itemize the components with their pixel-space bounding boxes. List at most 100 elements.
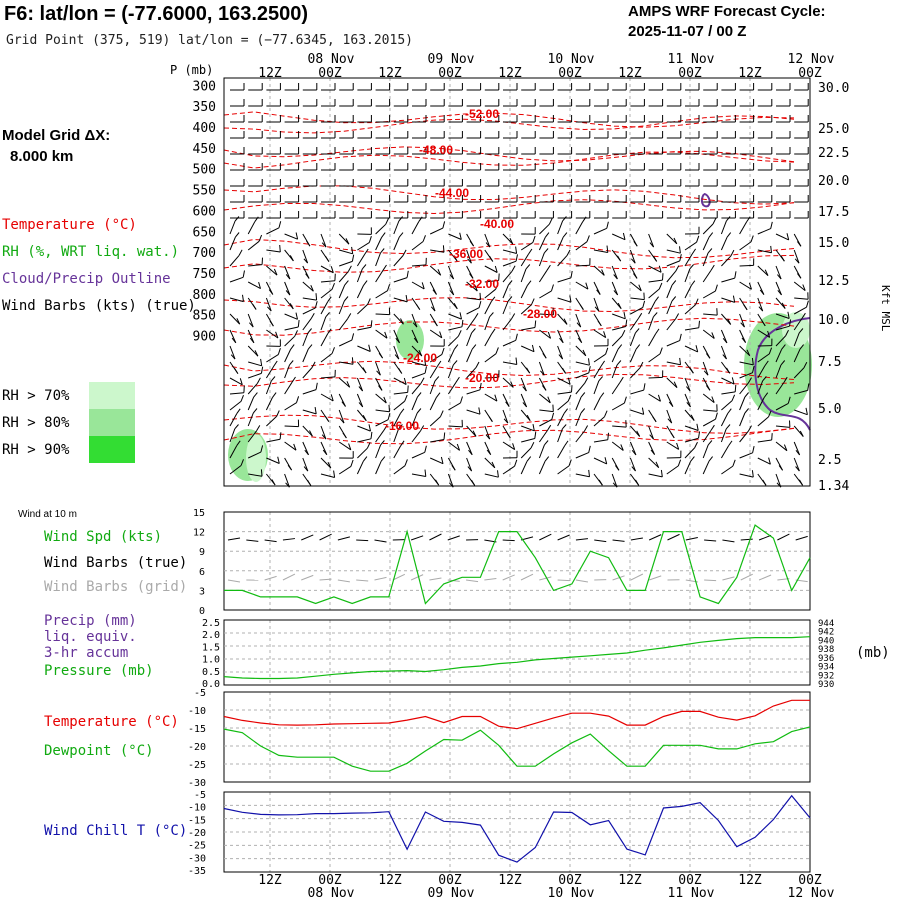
- wind-barb-staff: [703, 409, 718, 412]
- wind-barb: [339, 451, 354, 459]
- wind-barb: [648, 282, 663, 299]
- wind-barb-staff: [775, 265, 782, 280]
- wind-barb: [375, 307, 391, 316]
- wind-barb: [230, 115, 245, 123]
- wind-barb-flag: [770, 221, 773, 229]
- wind-barb-flag: [424, 358, 427, 366]
- wind-barb: [575, 425, 589, 443]
- wind-barb: [557, 345, 564, 360]
- wind-barb-flag: [613, 290, 618, 296]
- wind-barb-flag: [708, 456, 713, 462]
- wind-barb: [757, 245, 772, 254]
- wind-panel-frame: [223, 511, 811, 611]
- wind-barb-flag: [459, 312, 462, 320]
- wind-barb: [466, 344, 477, 363]
- date-label-bottom: 09 Nov: [428, 886, 475, 900]
- wind-barb: [757, 297, 764, 312]
- wind-barb: [429, 281, 437, 295]
- wind-barb-staff: [593, 397, 601, 411]
- wind-barb-flag: [799, 430, 804, 437]
- wind-barb-flag: [668, 401, 674, 407]
- kft-tick-label: 22.5: [818, 146, 849, 161]
- wind-barb: [685, 115, 700, 123]
- wind-barb: [393, 83, 409, 91]
- wind-barb-staff: [393, 400, 406, 411]
- wind-barb: [502, 254, 518, 267]
- windchill-line: [223, 794, 811, 863]
- wind-barb: [284, 83, 300, 91]
- wind-barb-flag: [635, 328, 640, 334]
- wind-barb-staff: [520, 241, 534, 251]
- wind-barb: [794, 179, 809, 187]
- wind-barb: [375, 218, 389, 235]
- wind-barb-staff: [320, 457, 332, 469]
- wind-barb-staff: [302, 348, 309, 363]
- wind-barb: [612, 211, 627, 219]
- wind-barb: [521, 431, 537, 443]
- wind-barb: [466, 147, 482, 155]
- rh-shading-2: [396, 320, 424, 360]
- surface-barb: [337, 536, 351, 583]
- wind-barb: [575, 329, 583, 344]
- wind-barb-flag: [794, 258, 800, 264]
- wind-barb: [448, 319, 464, 331]
- wind-barb-flag: [667, 418, 673, 424]
- wind-barb: [393, 232, 404, 251]
- isotherm-label: -36.00: [449, 247, 483, 261]
- wind-barb: [685, 179, 700, 187]
- wind-barb-flag: [345, 238, 350, 245]
- wind-barb-flag: [368, 344, 371, 352]
- wind-barb-staff: [520, 461, 528, 475]
- wind-barb-flag: [631, 449, 637, 456]
- date-label-top: 08 Nov: [308, 52, 355, 67]
- wind-barb-flag: [252, 304, 257, 310]
- wind-barb-staff: [539, 393, 551, 404]
- wind-barb: [247, 392, 258, 411]
- legend-precip-accum: 3-hr accum: [44, 645, 129, 661]
- wind-barb: [248, 163, 263, 171]
- wind-barb: [357, 409, 367, 422]
- wind-barb: [702, 329, 715, 339]
- pressure-tick-label: 550: [193, 184, 216, 199]
- wind-barb: [502, 393, 510, 407]
- wind-barb-flag: [567, 377, 571, 385]
- wind-barb: [739, 392, 749, 411]
- wind-barb-flag: [708, 232, 714, 238]
- wind-barb-staff: [466, 367, 477, 379]
- wind-barb-staff: [229, 413, 238, 427]
- wind-barb-staff: [539, 313, 554, 316]
- wind-barb-flag: [588, 469, 590, 477]
- wind-barb: [357, 195, 372, 203]
- time-tick-label-bottom: 12Z: [738, 873, 762, 888]
- wind-barb: [357, 442, 371, 459]
- wind-barb: [338, 409, 345, 424]
- wind-barb-staff: [593, 329, 606, 339]
- wind-barb-flag: [324, 416, 330, 422]
- wind-barb: [466, 361, 480, 379]
- wind-barb-staff: [575, 473, 590, 478]
- wind-barb: [739, 425, 752, 443]
- legend-rh90: RH > 90%: [2, 442, 70, 458]
- wind-barb: [538, 456, 550, 475]
- wind-barb-flag: [433, 320, 438, 327]
- pressure-tick-label: 750: [193, 267, 216, 282]
- wind-barb: [720, 329, 728, 344]
- wind-barb-staff: [757, 416, 769, 427]
- wind-barb: [702, 361, 709, 376]
- surface-barb-grid: [758, 574, 772, 581]
- wind-barb: [666, 441, 680, 450]
- wind-barb-flag: [598, 479, 603, 486]
- wind-barb: [338, 265, 352, 283]
- wind-barb-flag: [673, 237, 678, 245]
- wind-barb-staff: [702, 393, 715, 403]
- wind-barb-staff: [284, 233, 298, 240]
- wind-barb-flag: [526, 367, 531, 374]
- wind-barb: [320, 312, 330, 331]
- wind-barb: [503, 99, 518, 107]
- wind-barb-flag: [370, 320, 373, 328]
- wind-barb-staff: [557, 391, 572, 395]
- wind-barb-staff: [520, 304, 532, 315]
- wind-barb-flag: [459, 232, 462, 240]
- wind-barb-staff: [393, 277, 408, 283]
- wind-barb-staff: [357, 345, 371, 352]
